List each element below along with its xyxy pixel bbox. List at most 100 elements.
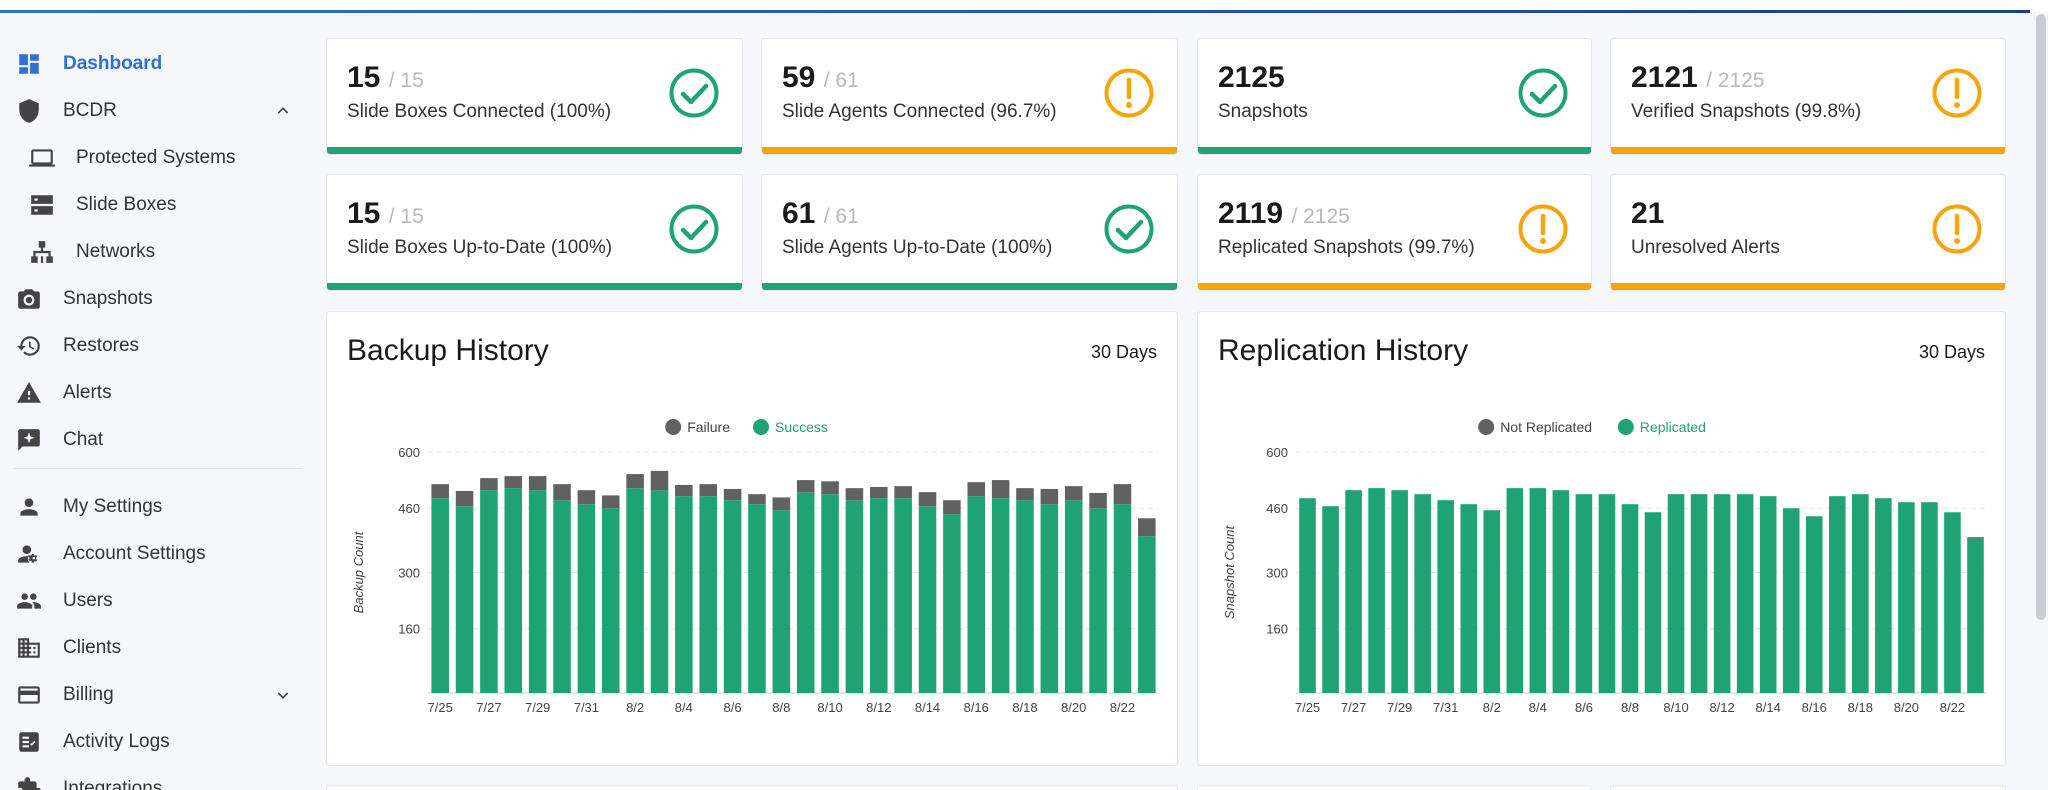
bar-success [967, 496, 986, 693]
bar-success [943, 514, 961, 693]
x-tick-label: 8/18 [1012, 700, 1037, 715]
bar-success [1064, 500, 1083, 693]
bar-failure [455, 490, 474, 507]
stat-card-replicated-snapshots[interactable]: 2119 / 2125 Replicated Snapshots (99.7%) [1197, 174, 1592, 291]
sidebar-item-alerts[interactable]: Alerts [0, 371, 305, 415]
bar-replicated [1667, 494, 1685, 693]
bar-failure [1113, 484, 1132, 505]
warning-circle-icon [1931, 203, 1983, 255]
bar-failure [577, 490, 596, 505]
sidebar-item-slide-boxes[interactable]: Slide Boxes [0, 183, 305, 227]
x-tick-label: 7/27 [1341, 700, 1366, 715]
sidebar-item-label: Integrations [63, 778, 163, 790]
stat-label: Replicated Snapshots (99.7%) [1218, 237, 1475, 258]
bar-failure [870, 486, 888, 499]
x-tick-label: 8/12 [866, 700, 891, 715]
server-icon [27, 190, 57, 220]
stat-card-unresolved-alerts[interactable]: 21 Unresolved Alerts [1610, 174, 2006, 291]
x-tick-label: 8/8 [1621, 700, 1639, 715]
x-tick-label: 8/22 [1110, 700, 1135, 715]
bar-failure [1016, 488, 1034, 501]
x-tick-label: 8/6 [724, 700, 742, 715]
sidebar-item-clients[interactable]: Clients [0, 626, 305, 670]
bar-success [1089, 508, 1107, 693]
range-selector[interactable]: 30 Days [1918, 342, 1985, 362]
status-bar [762, 147, 1177, 154]
x-tick-label: 8/14 [915, 700, 940, 715]
x-tick-label: 7/25 [1295, 700, 1320, 715]
y-tick-label: 160 [398, 622, 420, 637]
sidebar-item-networks[interactable]: Networks [0, 230, 305, 274]
bar-replicated [1967, 538, 1984, 693]
sidebar-item-protected-systems[interactable]: Protected Systems [0, 136, 305, 180]
scrollbar-thumb[interactable] [2036, 14, 2046, 620]
top-accent-bar [0, 0, 2048, 13]
range-selector[interactable]: 30 Days [1090, 342, 1157, 362]
bar-failure [796, 480, 815, 493]
x-tick-label: 8/22 [1940, 700, 1965, 715]
chart-legend: Not Replicated Replicated [1478, 419, 1706, 435]
bar-replicated [1506, 488, 1524, 693]
bar-success [626, 488, 644, 693]
stat-card-slide-boxes-connected[interactable]: 15 / 15 Slide Boxes Connected (100%) [326, 38, 743, 155]
sidebar-item-my-settings[interactable]: My Settings [0, 485, 305, 529]
stat-label: Snapshots [1218, 101, 1308, 122]
bar-success [455, 506, 474, 693]
legend-label: Failure [687, 419, 730, 435]
sidebar-item-chat[interactable]: Chat [0, 418, 305, 462]
bar-replicated [1736, 494, 1754, 693]
bar-replicated [1713, 494, 1731, 693]
sidebar-item-activity-logs[interactable]: Activity Logs [0, 720, 305, 764]
status-bar [1611, 283, 2005, 290]
bar-replicated [1782, 508, 1800, 693]
activity-log-icon [14, 727, 44, 757]
bar-replicated [1805, 516, 1823, 693]
bar-failure [967, 482, 986, 497]
sidebar-item-bcdr[interactable]: BCDR [0, 89, 305, 133]
x-tick-label: 7/25 [428, 700, 453, 715]
x-tick-label: 8/10 [817, 700, 842, 715]
stat-card-slide-agents-up-to-date[interactable]: 61 / 61 Slide Agents Up-to-Date (100%) [761, 174, 1178, 291]
warning-circle-icon [1931, 67, 1983, 119]
legend-swatch [1478, 419, 1495, 435]
sidebar-item-snapshots[interactable]: Snapshots [0, 277, 305, 321]
stat-value: 61 / 61 [782, 197, 859, 230]
stat-card-snapshots[interactable]: 2125 Snapshots [1197, 38, 1592, 155]
sidebar-item-restores[interactable]: Restores [0, 324, 305, 368]
chevron-up-icon[interactable] [273, 101, 293, 121]
sidebar-item-account-settings[interactable]: Account Settings [0, 532, 305, 576]
puzzle-icon [14, 774, 44, 790]
sidebar-item-users[interactable]: Users [0, 579, 305, 623]
bar-failure [918, 492, 937, 507]
stat-card-verified-snapshots[interactable]: 2121 / 2125 Verified Snapshots (99.8%) [1610, 38, 2006, 155]
sidebar-item-billing[interactable]: Billing [0, 673, 305, 717]
x-tick-label: 7/29 [525, 700, 550, 715]
bar-replicated [1552, 490, 1570, 693]
x-tick-label: 8/4 [675, 700, 693, 715]
bar-success [577, 504, 596, 693]
bar-replicated [1621, 504, 1639, 693]
chevron-down-icon[interactable] [273, 685, 293, 705]
stat-card-slide-boxes-up-to-date[interactable]: 15 / 15 Slide Boxes Up-to-Date (100%) [326, 174, 743, 291]
bar-not-replicated [1967, 537, 1984, 539]
warning-circle-icon [1517, 203, 1569, 255]
stat-card-slide-agents-connected[interactable]: 59 / 61 Slide Agents Connected (96.7%) [761, 38, 1178, 155]
sidebar-item-integrations[interactable]: Integrations [0, 767, 305, 790]
y-tick-label: 160 [1266, 622, 1288, 637]
bar-failure [748, 494, 766, 505]
bar-success [1016, 500, 1034, 693]
stat-value: 15 / 15 [347, 197, 424, 230]
bar-success [1138, 536, 1156, 693]
bar-failure [1064, 486, 1083, 501]
bar-success [870, 498, 888, 693]
x-tick-label: 8/16 [1802, 700, 1827, 715]
bar-failure [553, 484, 571, 501]
bar-failure [601, 495, 620, 509]
bar-replicated [1322, 506, 1339, 693]
y-axis-label: Backup Count [351, 530, 366, 613]
bar-replicated [1345, 490, 1362, 693]
y-tick-label: 460 [1266, 501, 1288, 516]
check-circle-icon [668, 203, 720, 255]
legend-swatch [753, 419, 769, 435]
sidebar-item-dashboard[interactable]: Dashboard [0, 42, 305, 86]
